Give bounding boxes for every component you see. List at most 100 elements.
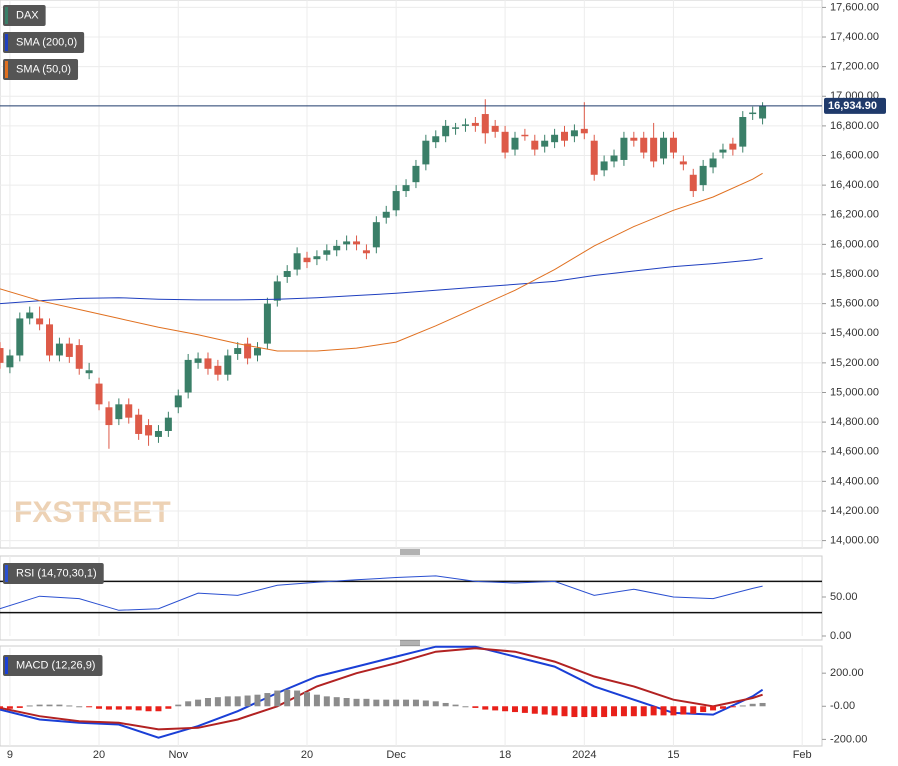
histogram-bar xyxy=(46,704,53,707)
x-tick-label: 18 xyxy=(499,749,511,761)
histogram-bar xyxy=(66,705,73,707)
candle-body xyxy=(442,125,450,137)
y-tick-label: 14,000.00 xyxy=(830,535,879,547)
candle-body xyxy=(729,143,737,150)
histogram-bar xyxy=(16,706,23,708)
histogram-bar xyxy=(304,692,311,707)
resize-grip[interactable] xyxy=(400,640,420,646)
legend-swatch xyxy=(5,565,8,582)
histogram-bar xyxy=(601,706,608,718)
histogram-bar xyxy=(729,706,736,708)
panel-content xyxy=(0,0,822,548)
candle-body xyxy=(570,130,578,137)
histogram-bar xyxy=(660,706,667,716)
candle-body xyxy=(184,359,192,393)
histogram-bar xyxy=(739,705,746,707)
last-price-box xyxy=(824,97,886,114)
histogram-bar xyxy=(244,695,251,707)
candle-body xyxy=(313,256,321,260)
candle-body xyxy=(234,348,242,354)
histogram-bar xyxy=(581,706,588,718)
y-tick-label: 16,600.00 xyxy=(830,149,879,161)
candle-body xyxy=(283,271,291,277)
watermark: FXSTREET xyxy=(14,496,171,529)
candle-body xyxy=(273,281,281,301)
y-tick-label: 17,600.00 xyxy=(830,1,879,13)
x-tick-label: 20 xyxy=(93,749,105,761)
x-tick-label: Feb xyxy=(793,749,812,761)
candle-body xyxy=(660,137,668,159)
histogram-bar xyxy=(719,706,726,709)
candle-body xyxy=(600,161,608,171)
candle-body xyxy=(372,222,380,248)
histogram-bar xyxy=(472,706,479,708)
candle-body xyxy=(323,250,331,255)
histogram-bar xyxy=(135,706,142,711)
panel-content xyxy=(0,645,803,746)
histogram-bar xyxy=(670,706,677,716)
histogram-bar xyxy=(403,699,410,707)
candle-body xyxy=(6,355,14,368)
candle-body xyxy=(590,140,598,175)
y-tick-label: 50.00 xyxy=(830,591,858,603)
y-tick-label: 16,400.00 xyxy=(830,179,879,191)
histogram-bar xyxy=(492,706,499,711)
rsi-panel xyxy=(0,555,823,641)
histogram-bar xyxy=(620,706,627,717)
y-tick-label: 14,600.00 xyxy=(830,446,879,458)
histogram-bar xyxy=(541,706,548,715)
histogram-bar xyxy=(96,706,103,709)
legend-swatch xyxy=(5,657,8,674)
histogram-bar xyxy=(343,698,350,707)
candle-body xyxy=(719,149,727,153)
histogram-bar xyxy=(195,699,202,707)
candle-body xyxy=(333,245,341,251)
line xyxy=(0,647,763,731)
histogram-bar xyxy=(422,700,429,707)
candle-body xyxy=(145,425,153,436)
histogram-bar xyxy=(393,699,400,707)
candle-body xyxy=(353,241,361,245)
histogram-bar xyxy=(700,706,707,713)
candle-body xyxy=(125,404,133,418)
candle-body xyxy=(194,358,202,363)
histogram-bar xyxy=(452,704,459,707)
candle-body xyxy=(392,191,400,211)
candle-body xyxy=(164,417,172,431)
candle-body xyxy=(16,318,24,356)
histogram-bar xyxy=(185,701,192,707)
legend-box xyxy=(3,5,46,26)
candle-body xyxy=(461,124,469,126)
histogram-bar xyxy=(551,706,558,716)
y-tick-label: 17,400.00 xyxy=(830,31,879,43)
candle-body xyxy=(244,343,252,359)
legend-label: SMA (200,0) xyxy=(16,36,77,48)
histogram-bar xyxy=(36,704,43,707)
candle-body xyxy=(55,343,63,356)
candle-body xyxy=(224,355,232,375)
resize-grip[interactable] xyxy=(400,549,420,555)
y-tick-label: 15,600.00 xyxy=(830,298,879,310)
histogram-bar xyxy=(264,693,271,707)
candle-body xyxy=(640,137,648,153)
histogram-bar xyxy=(284,689,291,707)
candle-body xyxy=(561,131,569,141)
histogram-bar xyxy=(710,706,717,711)
histogram-bar xyxy=(749,703,756,707)
candle-body xyxy=(580,128,588,134)
histogram-bar xyxy=(125,706,132,710)
x-tick-label: 9 xyxy=(7,749,13,761)
legend-swatch xyxy=(5,7,8,24)
candle-body xyxy=(699,165,707,186)
histogram-bar xyxy=(690,706,697,714)
y-tick-label: -200.00 xyxy=(830,733,867,745)
candle-body xyxy=(679,161,687,165)
histogram-bar xyxy=(561,706,568,717)
histogram-bar xyxy=(76,706,83,708)
candle-body xyxy=(154,430,162,437)
histogram-bar xyxy=(56,704,63,707)
candle-body xyxy=(382,211,390,218)
y-tick-label: 17,200.00 xyxy=(830,61,879,73)
candle-body xyxy=(689,174,697,192)
